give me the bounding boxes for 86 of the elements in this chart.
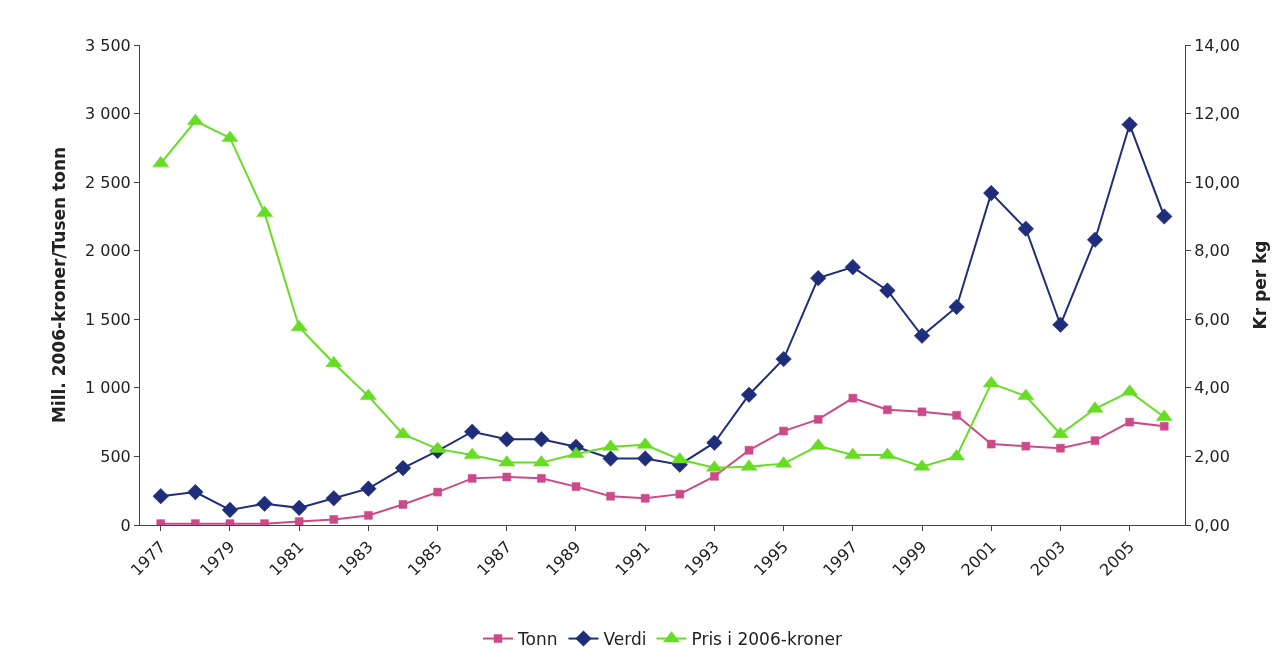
y-tick-label: 0	[120, 515, 131, 535]
point	[398, 500, 408, 509]
point	[740, 386, 758, 403]
legend-label: Verdi	[603, 629, 647, 650]
point	[294, 517, 304, 525]
point	[602, 439, 619, 451]
point	[1052, 426, 1069, 438]
y-tick-label: 1 500	[84, 309, 131, 329]
point	[360, 388, 377, 400]
point	[394, 460, 412, 477]
point	[983, 185, 1000, 202]
y2-tick-label: 12,00	[1194, 104, 1241, 124]
point	[467, 474, 477, 483]
point	[571, 482, 581, 491]
point	[1056, 443, 1065, 453]
y-tick-label: 3 000	[84, 104, 131, 124]
point	[533, 455, 550, 467]
y2-tick-label: 10,00	[1194, 172, 1241, 192]
point	[533, 431, 550, 448]
point	[1156, 208, 1173, 225]
point	[744, 446, 754, 455]
point	[502, 472, 512, 482]
point	[775, 351, 792, 368]
y-tick-label: 1 000	[84, 378, 131, 398]
point	[1125, 417, 1134, 427]
point	[329, 515, 339, 524]
point	[675, 489, 685, 499]
point	[498, 431, 515, 448]
point	[1121, 116, 1138, 133]
point	[706, 434, 723, 451]
point	[1021, 441, 1031, 451]
point	[1121, 384, 1138, 396]
point	[879, 282, 896, 299]
legend-label: Tonn	[517, 629, 558, 650]
point	[883, 405, 892, 415]
point	[429, 441, 446, 453]
y2-tick-label: 4,00	[1194, 378, 1230, 398]
point	[706, 460, 723, 472]
point	[291, 499, 308, 516]
point	[221, 501, 239, 518]
point	[810, 270, 827, 287]
y2-tick-label: 2,00	[1194, 447, 1230, 467]
point	[364, 511, 373, 520]
point	[187, 113, 204, 125]
point	[325, 490, 342, 507]
point	[986, 439, 996, 449]
point	[775, 456, 792, 468]
point	[640, 494, 650, 503]
y-tick-label: 500	[100, 447, 131, 467]
legend-label: Pris i 2006-kroner	[691, 629, 842, 650]
point	[1159, 422, 1169, 431]
point	[913, 327, 931, 344]
point	[1090, 436, 1100, 445]
y2-tick-label: 14,00	[1194, 35, 1241, 55]
point	[813, 415, 823, 424]
point	[952, 411, 961, 420]
y-tick-label: 2 500	[84, 172, 131, 192]
y2-tick-label: 6,00	[1194, 309, 1230, 329]
point	[844, 259, 861, 276]
point	[637, 450, 654, 467]
y2-axis-title: Kr per kg	[1250, 240, 1271, 330]
point	[360, 480, 377, 497]
point	[152, 488, 169, 505]
y-axis-title: Mill. 2006-kroner/Tusen tonn	[48, 146, 69, 424]
point	[187, 484, 204, 501]
point	[779, 426, 788, 436]
y-tick-label: 3 500	[84, 35, 131, 55]
point	[948, 449, 965, 461]
point	[256, 205, 273, 217]
point	[879, 447, 896, 459]
point	[464, 423, 481, 440]
point	[537, 474, 546, 483]
y2-tick-label: 8,00	[1194, 241, 1230, 261]
point	[848, 393, 858, 403]
point	[606, 491, 615, 501]
point	[1086, 231, 1104, 248]
point	[602, 450, 619, 467]
point	[1017, 220, 1034, 237]
point	[917, 407, 927, 417]
point	[433, 487, 442, 497]
y2-tick-label: 0,00	[1194, 515, 1230, 535]
point	[710, 472, 719, 481]
y-tick-label: 2 000	[84, 241, 131, 261]
point	[948, 298, 965, 315]
point	[1052, 316, 1069, 333]
point	[256, 495, 273, 512]
